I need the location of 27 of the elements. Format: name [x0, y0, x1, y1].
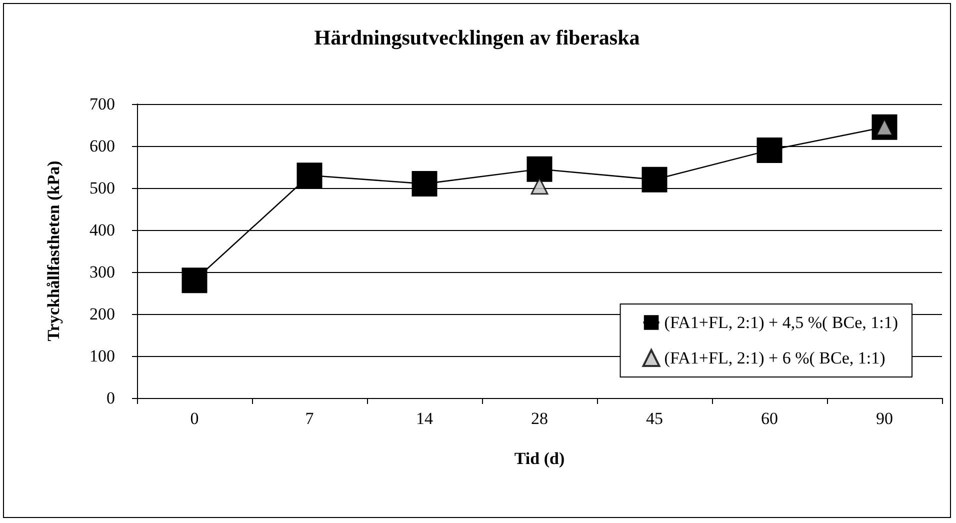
x-tick-label: 28 [531, 409, 548, 428]
y-axis-title: Tryckhållfastheten (kPa) [44, 160, 63, 342]
y-tick-label: 500 [90, 178, 115, 198]
chart-title: Härdningsutvecklingen av fiberaska [314, 26, 640, 50]
x-tick-label: 0 [190, 409, 199, 428]
point [526, 156, 552, 182]
point [182, 268, 208, 294]
x-tick-label: 60 [761, 409, 778, 428]
y-tick-label: 400 [90, 220, 115, 240]
y-tick-label: 0 [106, 388, 115, 408]
x-tick-label: 45 [646, 409, 663, 428]
x-tick-label: 14 [416, 409, 434, 428]
point [530, 177, 548, 195]
point [412, 171, 438, 197]
point [296, 162, 322, 188]
x-tick-label: 7 [305, 409, 314, 428]
y-tick-label: 300 [90, 262, 115, 282]
y-tick-label: 700 [90, 94, 115, 114]
legend-label: (FA1+FL, 2:1) + 6 %( BCe, 1:1) [664, 348, 886, 368]
legend-label: (FA1+FL, 2:1) + 4,5 %( BCe, 1:1) [664, 313, 898, 332]
x-tick-label: 90 [876, 409, 893, 428]
y-tick-label: 100 [90, 346, 115, 366]
point [642, 166, 668, 192]
y-tick-label: 200 [90, 304, 115, 324]
x-axis-title: Tid (d) [514, 449, 565, 468]
point [756, 137, 782, 163]
y-tick-label: 600 [90, 136, 115, 156]
